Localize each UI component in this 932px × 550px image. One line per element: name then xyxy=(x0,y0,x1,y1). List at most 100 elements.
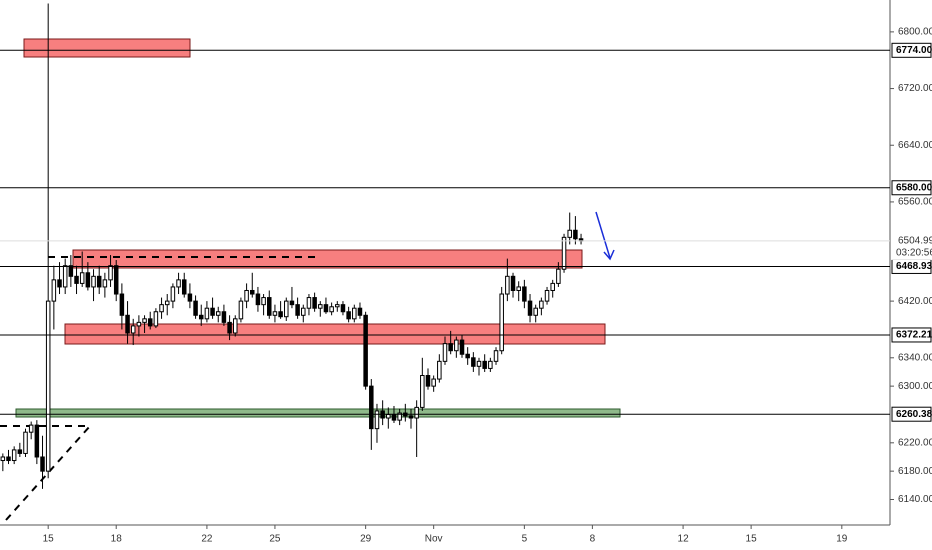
candle-body xyxy=(68,265,74,277)
drawings xyxy=(0,38,621,521)
candle-body xyxy=(397,412,402,421)
candle-body xyxy=(153,311,159,327)
candle-body xyxy=(34,424,40,458)
candle-body xyxy=(544,289,550,302)
candle-body xyxy=(340,304,346,313)
zone-box xyxy=(15,408,621,418)
candle-body xyxy=(57,279,62,288)
candle-body xyxy=(147,318,153,327)
candle-body xyxy=(62,265,68,288)
candle-body xyxy=(567,229,572,238)
candle-body xyxy=(374,410,380,430)
candle-body xyxy=(556,268,561,284)
arrow-head xyxy=(603,249,615,261)
candle-body xyxy=(312,297,317,309)
zone-box xyxy=(23,38,191,58)
y-tick-label: 6720.00 xyxy=(898,83,932,94)
candle-body xyxy=(0,456,6,462)
candle-body xyxy=(102,279,108,288)
candle-body xyxy=(11,449,17,462)
candle-body xyxy=(306,297,312,309)
y-tick-label: 6300.00 xyxy=(898,381,932,392)
zone-box xyxy=(72,249,583,269)
candle-body xyxy=(255,293,261,306)
candle-body xyxy=(159,304,164,313)
candle-body xyxy=(488,360,493,369)
candle-body xyxy=(323,304,329,313)
x-tick-label: 22 xyxy=(201,534,213,545)
candle-body xyxy=(244,289,249,302)
candle-body xyxy=(516,286,521,291)
x-tick-label: 15 xyxy=(746,534,758,545)
y-tick-label: 6340.00 xyxy=(898,352,932,363)
candle-body xyxy=(346,311,351,320)
y-tick-label: 6560.00 xyxy=(898,197,932,208)
candle-body xyxy=(74,275,79,284)
candle-body xyxy=(459,339,465,355)
candle-body xyxy=(227,321,232,334)
x-tick-label: Nov xyxy=(425,534,443,545)
candle-body xyxy=(125,314,130,334)
dashed-line xyxy=(5,425,91,521)
candle-body xyxy=(527,300,533,316)
candle-body xyxy=(522,286,527,302)
candle-body xyxy=(136,321,142,327)
candle-body xyxy=(17,449,23,454)
candle-body xyxy=(272,311,278,316)
x-tick-label: 19 xyxy=(836,534,848,545)
x-tick-label: 8 xyxy=(590,534,596,545)
candle-body xyxy=(267,297,272,316)
current-price-label: 6504.99 xyxy=(898,236,932,247)
candle-body xyxy=(465,353,470,359)
x-tick-label: 25 xyxy=(269,534,281,545)
candle-body xyxy=(369,385,374,430)
candle-body xyxy=(408,415,414,419)
candle-body xyxy=(539,300,544,309)
candle-body xyxy=(85,272,91,288)
candle-body xyxy=(352,307,357,320)
y-tick-label: 6140.00 xyxy=(898,494,932,505)
candle-body xyxy=(176,279,181,288)
candle-body xyxy=(96,275,102,288)
x-tick-label: 29 xyxy=(360,534,372,545)
candle-body xyxy=(301,307,306,316)
candle-body xyxy=(181,279,187,295)
candle-body xyxy=(119,293,125,316)
candle-body xyxy=(471,357,476,367)
candle-body xyxy=(357,307,363,316)
x-tick-label: 5 xyxy=(522,534,528,545)
candle-body xyxy=(363,314,368,387)
candle-body xyxy=(91,275,96,288)
arrow xyxy=(595,211,611,259)
candle-body xyxy=(420,375,425,408)
candle-body xyxy=(45,300,51,472)
x-tick-label: 12 xyxy=(678,534,690,545)
price-label: 6260.38 xyxy=(896,409,932,420)
candle-body xyxy=(108,265,113,281)
y-tick-label: 6180.00 xyxy=(898,466,932,477)
candle-body xyxy=(573,229,578,240)
candle-body xyxy=(142,318,147,323)
candle-body xyxy=(221,311,227,323)
current-price-box xyxy=(891,232,932,260)
y-tick-label: 6220.00 xyxy=(898,437,932,448)
candle-body xyxy=(431,378,436,387)
price-label-box xyxy=(891,327,932,343)
candle-body xyxy=(238,300,244,320)
candle-body xyxy=(425,375,431,387)
candle-body xyxy=(232,318,238,334)
candle-body xyxy=(215,311,221,316)
candle-body xyxy=(550,282,555,291)
candle-body xyxy=(505,275,510,295)
candle-body xyxy=(335,304,340,308)
candle-body xyxy=(561,236,567,270)
candle-body xyxy=(113,265,119,295)
candle-body xyxy=(414,406,419,419)
candle-body xyxy=(40,456,45,472)
countdown-label: 03:20:56 xyxy=(896,248,932,259)
candle-body xyxy=(79,272,85,284)
candle-body xyxy=(278,311,283,318)
candle-body xyxy=(198,314,204,320)
